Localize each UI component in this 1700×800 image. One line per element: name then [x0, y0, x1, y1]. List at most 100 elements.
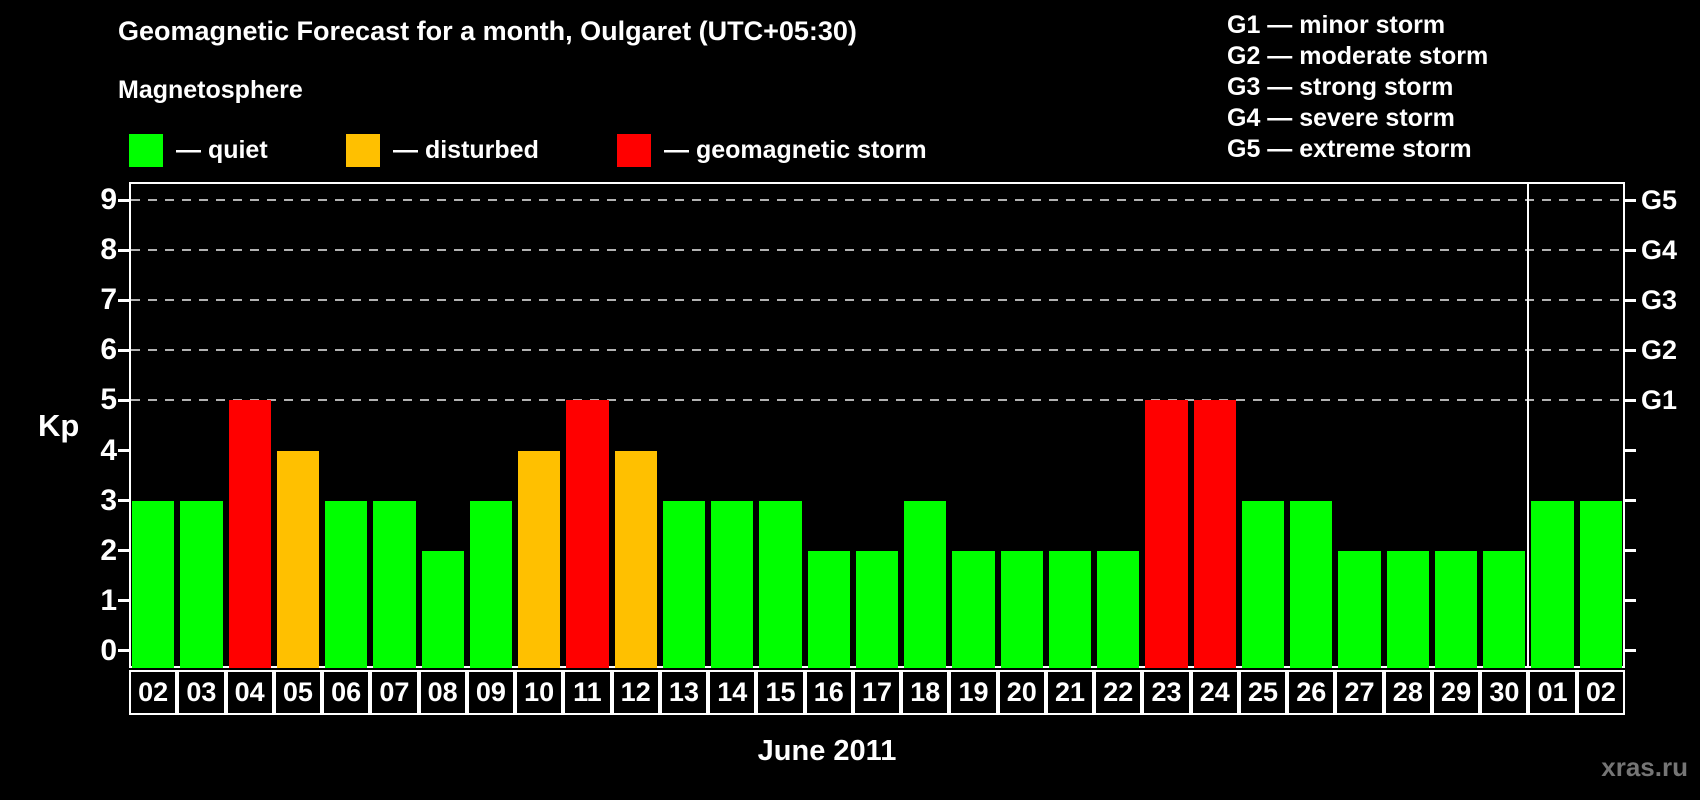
- kp-bar-day-29: [1434, 550, 1478, 668]
- y-axis-label: 4: [100, 433, 117, 467]
- y-axis-label: 3: [100, 483, 117, 517]
- x-axis-day-label: 02: [129, 670, 178, 715]
- right-axis-tick: [1625, 198, 1636, 202]
- x-axis-day-label: 23: [1142, 670, 1191, 715]
- x-axis-day-label: 18: [901, 670, 950, 715]
- kp-bar-day-19: [952, 550, 995, 668]
- x-axis-day-label: 07: [370, 670, 419, 715]
- x-axis-day-label: 29: [1431, 670, 1481, 715]
- x-axis-day-label: 03: [177, 670, 226, 715]
- right-axis-tick: [1625, 649, 1636, 653]
- right-axis-label-g2: G2: [1641, 335, 1678, 366]
- storm-scale-legend-line: G3 — strong storm: [1227, 73, 1454, 101]
- x-axis-day-label: 10: [515, 670, 564, 715]
- x-axis-day-label: 19: [949, 670, 998, 715]
- right-axis-label-g1: G1: [1641, 385, 1678, 416]
- legend-item-label: — disturbed: [393, 136, 539, 164]
- kp-bar-day-10: [518, 450, 561, 668]
- x-axis-day-label: 05: [273, 670, 323, 715]
- x-axis-day-label: 15: [756, 670, 805, 715]
- y-axis-tick: [118, 298, 129, 302]
- right-axis-label-g3: G3: [1641, 285, 1678, 316]
- kp-bar-day-27: [1338, 550, 1381, 668]
- kp-bar-day-13: [662, 500, 706, 668]
- kp-bar-day-20: [1000, 550, 1043, 668]
- kp-bar-day-06: [325, 500, 368, 668]
- kp-bar-day-03: [180, 500, 223, 668]
- right-axis-tick: [1625, 549, 1636, 553]
- x-axis-day-label: 20: [997, 670, 1046, 715]
- x-axis-title: June 2011: [757, 735, 897, 767]
- right-axis-tick: [1625, 398, 1636, 402]
- legend-item-label: — geomagnetic storm: [664, 136, 927, 164]
- y-axis-label: 8: [100, 233, 117, 267]
- x-axis-day-label: 08: [418, 670, 467, 715]
- legend-item-quiet: — quiet: [129, 133, 268, 168]
- y-axis-label: 1: [100, 583, 117, 617]
- disturbed-color-swatch: [346, 134, 380, 167]
- x-axis-day-label: 13: [659, 670, 709, 715]
- kp-bar-day-01: [1531, 500, 1574, 668]
- x-axis-day-label: 26: [1287, 670, 1336, 715]
- x-axis-day-label: 04: [225, 670, 274, 715]
- kp-bar-day-02: [132, 500, 175, 668]
- kp-bar-day-04: [228, 400, 271, 668]
- legend-item-disturbed: — disturbed: [346, 133, 539, 168]
- right-axis-tick: [1625, 298, 1636, 302]
- y-axis-label: 9: [100, 183, 117, 217]
- gridline-kp9: [131, 199, 1623, 202]
- y-axis-label: 6: [100, 333, 117, 367]
- y-axis-label: 7: [100, 283, 117, 317]
- kp-bar-day-11: [566, 400, 609, 668]
- x-axis-day-label: 09: [466, 670, 516, 715]
- quiet-color-swatch: [129, 134, 163, 167]
- storm-scale-legend-line: G1 — minor storm: [1227, 11, 1446, 39]
- kp-bar-day-22: [1097, 550, 1140, 668]
- kp-bar-day-14: [711, 500, 754, 668]
- gridline-kp8: [131, 249, 1623, 252]
- kp-bar-day-21: [1048, 550, 1092, 668]
- x-axis-day-label: 28: [1383, 670, 1432, 715]
- right-axis-tick: [1625, 499, 1636, 503]
- x-axis-day-label: 25: [1238, 670, 1288, 715]
- x-axis-day-label: 14: [708, 670, 757, 715]
- kp-bar-day-09: [469, 500, 513, 668]
- kp-bar-day-12: [614, 450, 657, 668]
- y-axis-tick: [118, 599, 129, 603]
- kp-bar-day-05: [276, 450, 320, 668]
- legend-heading: Magnetosphere: [118, 76, 303, 104]
- storm-scale-legend-line: G2 — moderate storm: [1227, 42, 1489, 70]
- storm-scale-legend-line: G4 — severe storm: [1227, 104, 1455, 132]
- y-axis-tick: [118, 649, 129, 653]
- kp-bar-day-28: [1386, 550, 1429, 668]
- month-separator-line: [1527, 184, 1530, 666]
- kp-bar-day-16: [807, 550, 850, 668]
- storm-scale-legend-line: G5 — extreme storm: [1227, 135, 1472, 163]
- y-axis-tick: [118, 449, 129, 453]
- right-axis-tick: [1625, 449, 1636, 453]
- kp-bar-day-08: [421, 550, 464, 668]
- y-axis-tick: [118, 248, 129, 252]
- right-axis-tick: [1625, 248, 1636, 252]
- right-axis-label-g5: G5: [1641, 185, 1678, 216]
- y-axis-tick: [118, 198, 129, 202]
- gridline-kp7: [131, 299, 1623, 302]
- legend-item-storm: — geomagnetic storm: [617, 133, 927, 168]
- x-axis-day-label: 16: [804, 670, 853, 715]
- x-axis-day-label: 01: [1528, 670, 1577, 715]
- kp-bar-day-30: [1483, 550, 1526, 668]
- x-axis-day-label: 24: [1190, 670, 1239, 715]
- y-axis-tick: [118, 348, 129, 352]
- storm-color-swatch: [617, 134, 651, 167]
- page-title: Geomagnetic Forecast for a month, Oulgar…: [118, 16, 857, 46]
- kp-bar-day-24: [1193, 400, 1236, 668]
- y-axis-label: 2: [100, 533, 117, 567]
- x-axis-day-label: 12: [611, 670, 660, 715]
- right-axis-tick: [1625, 348, 1636, 352]
- y-axis-tick: [118, 549, 129, 553]
- gridline-kp5: [131, 399, 1623, 402]
- kp-bar-day-17: [855, 550, 899, 668]
- kp-bar-day-26: [1290, 500, 1333, 668]
- kp-bar-day-18: [904, 500, 947, 668]
